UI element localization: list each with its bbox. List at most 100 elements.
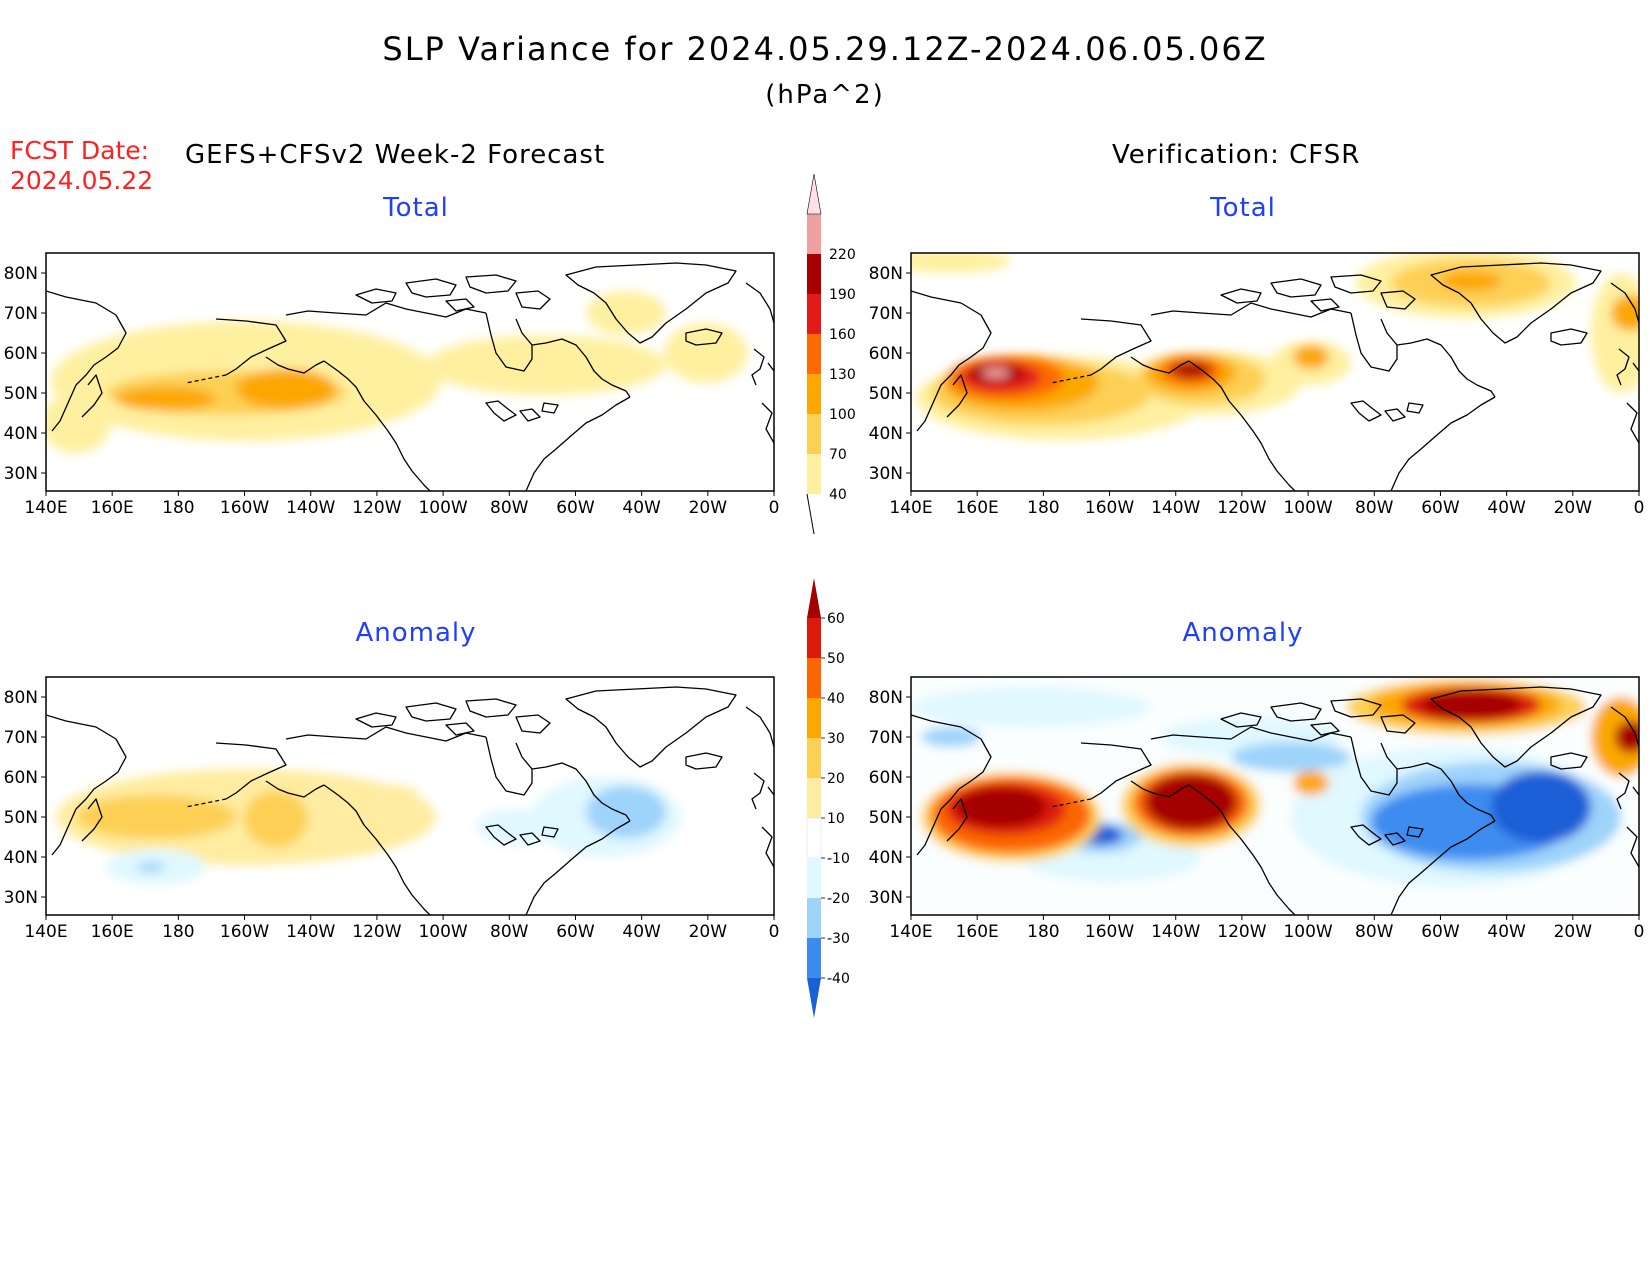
colorbar-swatch xyxy=(807,214,821,254)
colorbar-label: 160 xyxy=(829,327,856,343)
lon-tick-label: 20W xyxy=(1554,498,1593,518)
lon-tick-label: 80W xyxy=(490,498,529,518)
lon-tick-label: 120W xyxy=(1217,922,1266,942)
colorbar-tail xyxy=(806,493,815,535)
colorbar-swatch xyxy=(807,978,821,1018)
colorbar-label: 220 xyxy=(829,247,856,263)
colorbar-swatch xyxy=(807,454,821,494)
lat-tick-label: 30N xyxy=(869,888,903,908)
forecast-anomaly-field xyxy=(46,686,774,915)
lat-tick-label: 50N xyxy=(869,808,903,828)
lon-tick-label: 100W xyxy=(418,922,467,942)
lat-tick-label: 70N xyxy=(4,304,38,324)
lon-tick-label: 120W xyxy=(352,922,401,942)
colorbar-swatch xyxy=(807,254,821,294)
colorbar-swatch xyxy=(807,778,821,818)
lon-tick-label: 120W xyxy=(1217,498,1266,518)
colorbar-swatch xyxy=(807,858,821,898)
lat-tick-label: 30N xyxy=(869,464,903,484)
lat-tick-label: 60N xyxy=(869,344,903,364)
lon-tick-label: 160W xyxy=(1085,922,1134,942)
lon-tick-label: 60W xyxy=(1421,922,1460,942)
colorbar-label: -10 xyxy=(827,851,850,867)
colorbar-label: 50 xyxy=(827,651,845,667)
lon-tick-label: 40W xyxy=(622,922,661,942)
lon-tick-label: 0 xyxy=(1634,922,1645,942)
panel-forecast-anomaly xyxy=(45,676,775,916)
lon-tick-label: 0 xyxy=(769,922,780,942)
lon-tick-label: 160W xyxy=(220,498,269,518)
panel-forecast-total xyxy=(45,252,775,492)
lon-tick-label: 80W xyxy=(1355,498,1394,518)
colorbar-label: 190 xyxy=(829,287,856,303)
lat-tick-label: 50N xyxy=(4,384,38,404)
panel-title-verification-anomaly: Anomaly xyxy=(1182,618,1304,648)
lat-tick-label: 60N xyxy=(4,344,38,364)
colorbar-swatch xyxy=(807,618,821,658)
map-border xyxy=(45,676,775,916)
lon-tick-label: 0 xyxy=(1634,498,1645,518)
lon-tick-label: 100W xyxy=(418,498,467,518)
lon-tick-label: 160W xyxy=(220,922,269,942)
colorbar-label: 40 xyxy=(827,691,845,707)
lat-tick-label: 30N xyxy=(4,888,38,908)
lon-tick-label: 20W xyxy=(689,922,728,942)
verification-total-field xyxy=(911,253,1639,491)
lon-tick-label: 140W xyxy=(286,922,335,942)
lon-tick-label: 40W xyxy=(622,498,661,518)
lon-tick-label: 20W xyxy=(689,498,728,518)
colorbar-label: 20 xyxy=(827,771,845,787)
lon-tick-label: 180 xyxy=(1027,498,1059,518)
lon-tick-label: 40W xyxy=(1487,498,1526,518)
lon-tick-label: 140W xyxy=(286,498,335,518)
colorbar-swatch xyxy=(807,698,821,738)
lon-tick-label: 100W xyxy=(1283,922,1332,942)
colorbar-swatch xyxy=(807,578,821,618)
lon-tick-label: 180 xyxy=(1027,922,1059,942)
lat-tick-label: 80N xyxy=(4,264,38,284)
colorbar-label: -20 xyxy=(827,891,850,907)
colorbar-swatch xyxy=(807,738,821,778)
map-border xyxy=(910,252,1640,492)
lon-tick-label: 180 xyxy=(162,498,194,518)
lon-tick-label: 120W xyxy=(352,498,401,518)
forecast-total-field xyxy=(46,262,774,491)
forecast-heading: GEFS+CFSv2 Week-2 Forecast xyxy=(185,140,606,170)
map-border xyxy=(910,676,1640,916)
lat-tick-label: 60N xyxy=(4,768,38,788)
lat-tick-label: 60N xyxy=(869,768,903,788)
fcst-date-value: 2024.05.22 xyxy=(10,166,154,195)
verification-heading: Verification: CFSR xyxy=(1112,140,1361,170)
panel-verification-anomaly xyxy=(910,676,1640,916)
lon-tick-label: 140E xyxy=(889,922,932,942)
lon-tick-label: 0 xyxy=(769,498,780,518)
lon-tick-label: 80W xyxy=(490,922,529,942)
lon-tick-label: 140E xyxy=(24,498,67,518)
fcst-date-block: FCST Date: 2024.05.22 xyxy=(10,136,153,196)
panel-verification-total xyxy=(910,252,1640,492)
colorbar-swatch xyxy=(807,374,821,414)
lat-tick-label: 70N xyxy=(869,728,903,748)
lat-tick-label: 30N xyxy=(4,464,38,484)
lat-tick-label: 40N xyxy=(869,848,903,868)
lat-tick-label: 80N xyxy=(869,688,903,708)
lon-tick-label: 100W xyxy=(1283,498,1332,518)
panel-title-forecast-anomaly: Anomaly xyxy=(355,618,477,648)
colorbar-label: 60 xyxy=(827,611,845,627)
verification-anomaly-field xyxy=(911,677,1639,915)
colorbar-label: 70 xyxy=(829,447,847,463)
lat-tick-label: 50N xyxy=(869,384,903,404)
lon-tick-label: 60W xyxy=(556,498,595,518)
colorbar-label: 130 xyxy=(829,367,856,383)
colorbar-swatch xyxy=(806,817,822,859)
lat-tick-label: 70N xyxy=(4,728,38,748)
colorbar-label: -40 xyxy=(827,971,850,987)
lon-tick-label: 160E xyxy=(91,922,134,942)
lon-tick-label: 140W xyxy=(1151,498,1200,518)
lon-tick-label: 160E xyxy=(91,498,134,518)
lon-tick-label: 160W xyxy=(1085,498,1134,518)
lat-tick-label: 40N xyxy=(4,848,38,868)
colorbar-total: 40 70 100 130 160 190 220 xyxy=(806,173,856,535)
lon-tick-label: 140E xyxy=(24,922,67,942)
